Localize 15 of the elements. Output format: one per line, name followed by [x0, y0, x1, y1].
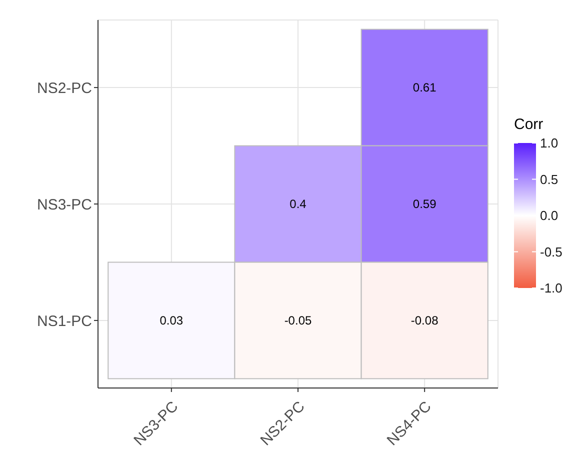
data-label: 0.59: [412, 197, 437, 211]
data-label: 0.61: [412, 80, 437, 95]
data-label: -0.05: [284, 313, 312, 328]
color-bar-title: Corr: [514, 116, 544, 133]
data-label: 0.4: [290, 197, 307, 211]
color-bar-label: -1.0: [540, 280, 562, 296]
color-bar-label: 1.0: [540, 136, 558, 150]
data-label: -0.08: [410, 313, 439, 328]
color-bar-label: 0.5: [540, 172, 558, 187]
y-tick-label: NS3-PC: [36, 196, 92, 214]
data-label: 0.03: [160, 313, 184, 328]
y-tick-label: NS1-PC: [36, 312, 92, 330]
color-bar-label: 0.0: [540, 208, 558, 223]
y-tick-label: NS2-PC: [36, 80, 92, 97]
color-bar-label: -0.5: [540, 244, 562, 260]
